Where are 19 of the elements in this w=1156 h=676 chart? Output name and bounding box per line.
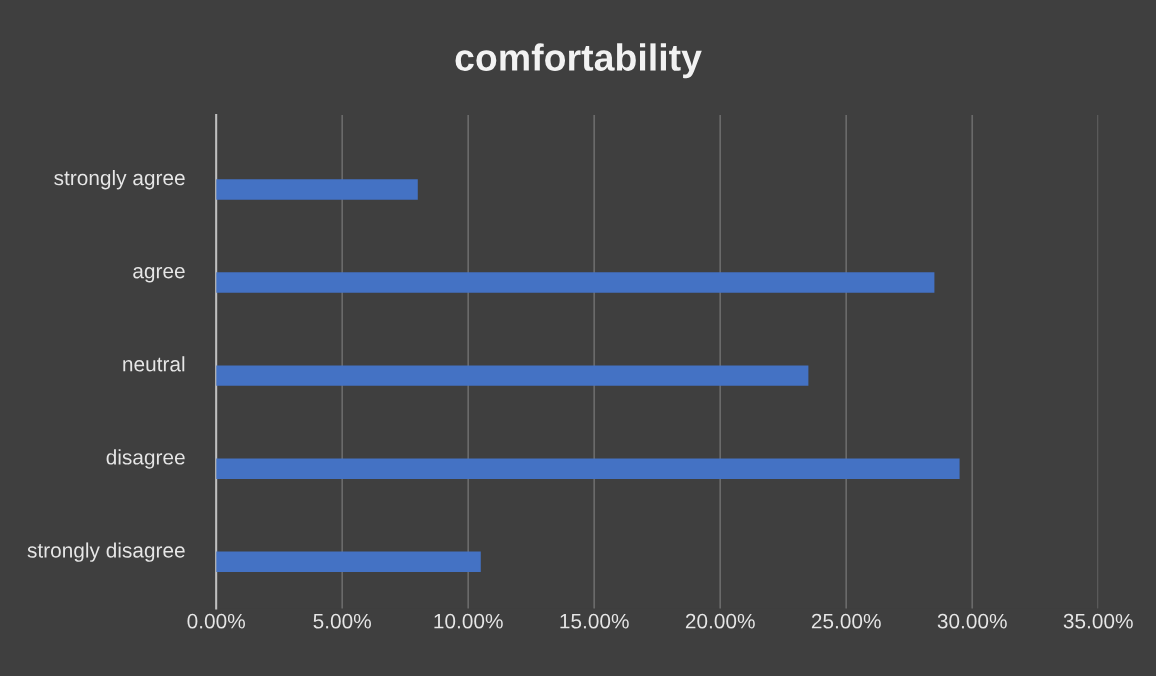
bar [216, 365, 809, 386]
bar [216, 551, 481, 573]
y-tick-label: disagree [106, 449, 185, 469]
x-tick-label: 0.00% [187, 613, 245, 629]
y-tick-label: strongly agree [54, 169, 185, 190]
bar [216, 458, 960, 479]
x-tick-label: 25.00% [811, 613, 881, 629]
y-tick-label: strongly disagree [27, 542, 185, 562]
chart-title: comfortability [455, 43, 702, 79]
y-tick-label: agree [133, 266, 185, 283]
bar [216, 179, 418, 200]
bar [216, 272, 935, 293]
x-tick-label: 35.00% [1063, 613, 1133, 629]
x-tick-label: 10.00% [434, 613, 503, 629]
x-tick-label: 30.00% [937, 613, 1007, 629]
x-tick-label: 20.00% [685, 613, 755, 629]
y-tick-label: neutral [123, 356, 185, 372]
x-tick-label: 15.00% [560, 613, 629, 629]
x-tick-label: 5.00% [313, 613, 371, 629]
